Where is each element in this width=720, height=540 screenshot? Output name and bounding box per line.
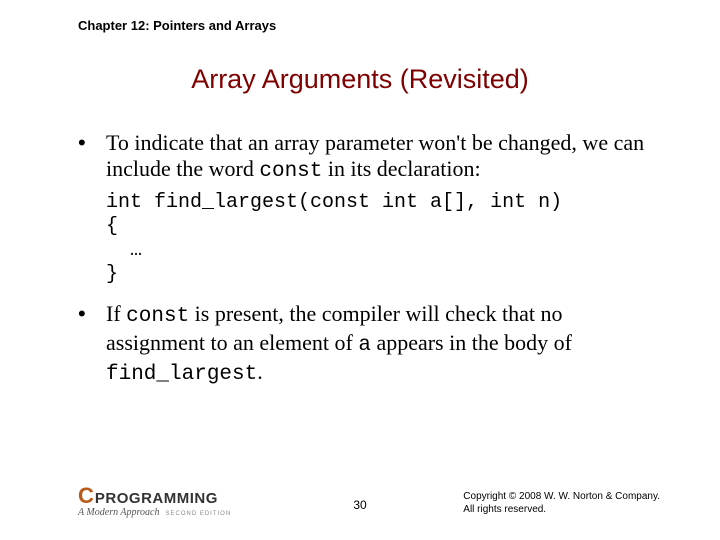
- content-area: • To indicate that an array parameter wo…: [78, 130, 660, 394]
- bullet-marker: •: [78, 130, 106, 185]
- logo-edition: SECOND EDITION: [165, 511, 231, 517]
- bullet-item: • To indicate that an array parameter wo…: [78, 130, 660, 185]
- code-line: {: [106, 215, 118, 238]
- copyright: Copyright © 2008 W. W. Norton & Company.…: [463, 490, 660, 516]
- logo-programming: PROGRAMMING: [95, 490, 218, 507]
- copyright-line: Copyright © 2008 W. W. Norton & Company.: [463, 490, 660, 503]
- text-segment: If: [106, 301, 126, 326]
- code-inline: find_largest: [106, 363, 257, 386]
- logo-c-letter: C: [78, 483, 93, 509]
- code-line: …: [106, 239, 142, 262]
- text-segment: appears in the body of: [371, 330, 572, 355]
- code-inline: a: [358, 334, 371, 357]
- page-number: 30: [353, 498, 366, 512]
- copyright-line: All rights reserved.: [463, 503, 660, 516]
- code-block: int find_largest(const int a[], int n) {…: [106, 191, 660, 287]
- bullet-marker: •: [78, 301, 106, 388]
- footer: C PROGRAMMING A Modern Approach SECOND E…: [0, 468, 720, 518]
- code-line: int find_largest(const int a[], int n): [106, 191, 562, 214]
- slide-title: Array Arguments (Revisited): [0, 64, 720, 95]
- chapter-header: Chapter 12: Pointers and Arrays: [78, 18, 276, 33]
- code-inline: const: [126, 305, 189, 328]
- logo-subtitle: A Modern Approach: [78, 507, 159, 518]
- code-line: }: [106, 263, 118, 286]
- bullet-text: To indicate that an array parameter won'…: [106, 130, 660, 185]
- bullet-text: If const is present, the compiler will c…: [106, 301, 660, 388]
- text-segment: .: [257, 359, 263, 384]
- code-inline: const: [259, 160, 322, 183]
- bullet-item: • If const is present, the compiler will…: [78, 301, 660, 388]
- text-segment: in its declaration:: [322, 156, 480, 181]
- book-logo: C PROGRAMMING A Modern Approach SECOND E…: [78, 483, 231, 518]
